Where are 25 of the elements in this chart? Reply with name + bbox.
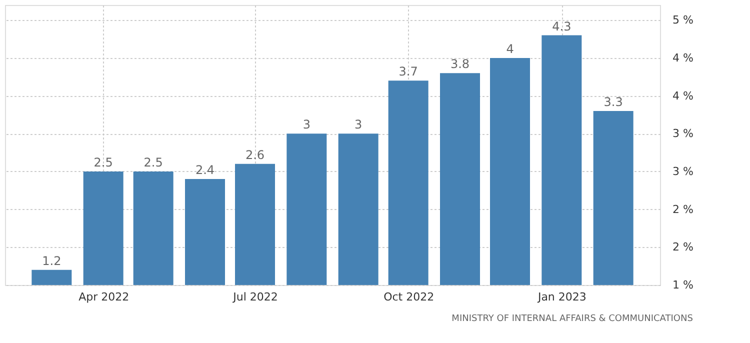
data-label: 2.4 bbox=[195, 163, 215, 178]
y-tick-label: 1 % bbox=[672, 278, 694, 292]
data-label: 4.3 bbox=[552, 19, 572, 34]
data-label: 2.5 bbox=[94, 155, 113, 170]
data-label: 4 bbox=[506, 42, 514, 56]
y-tick-label: 4 % bbox=[672, 89, 694, 102]
text: MINISTRY OF INTERNAL AFFAIRS & COMMUNICATIONS bbox=[452, 314, 694, 324]
x-tick-label: Jan 2023 bbox=[536, 290, 586, 304]
data-label: 3 bbox=[302, 118, 310, 132]
y-tick-label: 3 % bbox=[672, 164, 694, 178]
data-label: 3 bbox=[354, 118, 362, 132]
data-label: 3.3 bbox=[604, 94, 623, 109]
y-tick-label: 3 % bbox=[672, 127, 694, 140]
data-label: 1.2 bbox=[42, 254, 62, 268]
y-tick-label: 2 % bbox=[672, 240, 694, 254]
y-tick-label: 5 % bbox=[672, 14, 694, 27]
data-label: 3.8 bbox=[450, 57, 470, 72]
x-tick-label: Jul 2022 bbox=[232, 290, 278, 304]
y-tick-label: 2 % bbox=[672, 202, 694, 216]
x-tick-label: Apr 2022 bbox=[78, 290, 130, 304]
y-tick-label: 4 % bbox=[672, 51, 694, 64]
data-label: 2.5 bbox=[144, 155, 163, 170]
data-label: 2.6 bbox=[245, 148, 265, 162]
x-tick-label: Oct 2022 bbox=[384, 290, 434, 304]
data-label: 3.7 bbox=[398, 64, 418, 79]
